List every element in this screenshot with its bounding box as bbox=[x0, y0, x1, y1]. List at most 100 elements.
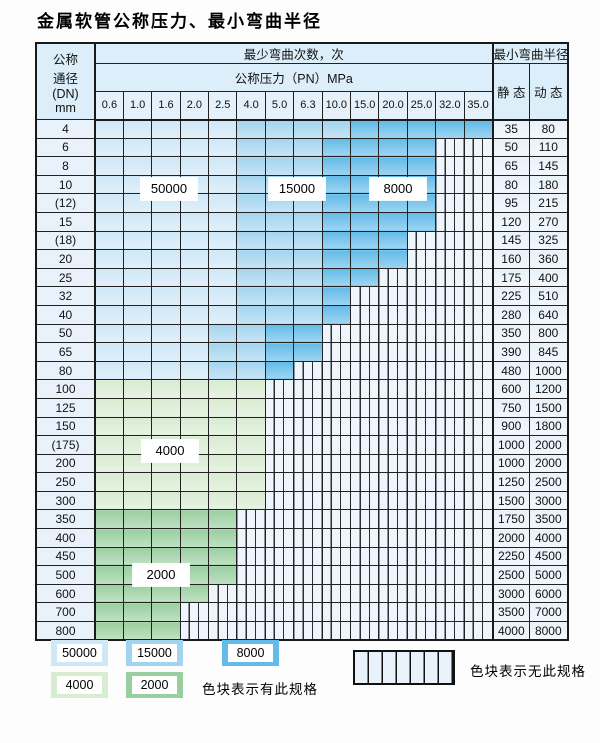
no-spec-cell bbox=[463, 360, 494, 381]
no-spec-cell bbox=[463, 453, 494, 474]
spec-cell-blue_mid bbox=[293, 156, 323, 176]
static-radius-value: 1500 bbox=[491, 490, 531, 511]
no-spec-cell bbox=[378, 621, 408, 641]
dynamic-radius-value: 4500 bbox=[529, 546, 569, 567]
pressure-header: 公称压力（PN）MPa bbox=[94, 63, 494, 92]
spec-cell-blue_mid bbox=[293, 137, 323, 158]
spec-cell-green_light bbox=[208, 397, 238, 418]
no-spec-cell bbox=[321, 435, 352, 455]
spec-cell-blue_dark bbox=[378, 249, 408, 269]
no-spec-cell bbox=[463, 416, 494, 437]
no-spec-cell bbox=[463, 193, 494, 213]
no-spec-cell bbox=[236, 509, 266, 530]
dynamic-radius-value: 3000 bbox=[529, 490, 569, 511]
dynamic-radius-value: 8000 bbox=[529, 621, 569, 641]
no-spec-cell bbox=[378, 472, 408, 492]
spec-cell-blue_mid bbox=[236, 304, 266, 325]
spec-cell-blue_mid bbox=[208, 360, 238, 381]
spec-cell-blue_light bbox=[122, 230, 153, 251]
no-spec-cell bbox=[293, 379, 323, 399]
spec-cell-blue_dark bbox=[350, 156, 380, 176]
spec-cell-blue_dark bbox=[350, 267, 380, 288]
spec-cell-green_mid bbox=[94, 546, 124, 567]
no-spec-cell bbox=[463, 379, 494, 399]
spec-cell-blue_mid bbox=[236, 323, 266, 344]
spec-cell-blue_light bbox=[208, 174, 238, 195]
no-spec-cell bbox=[350, 342, 380, 362]
dn-value: 6 bbox=[35, 137, 96, 158]
pressure-column-label: 25.0 bbox=[406, 91, 437, 121]
spec-cell-blue_light bbox=[208, 230, 238, 251]
spec-cell-green_mid bbox=[151, 583, 181, 604]
spec-cell-blue_mid bbox=[264, 156, 295, 176]
spec-cell-blue_light bbox=[94, 193, 124, 213]
dynamic-radius-value: 6000 bbox=[529, 583, 569, 604]
no-spec-cell bbox=[435, 621, 465, 641]
spec-cell-blue_dark bbox=[463, 119, 494, 139]
spec-cell-blue_light bbox=[208, 249, 238, 269]
no-spec-cell bbox=[293, 490, 323, 511]
spec-cell-green_mid bbox=[122, 602, 153, 623]
pressure-column-label: 4.0 bbox=[236, 91, 266, 121]
no-spec-cell bbox=[406, 528, 437, 548]
pressure-column-label: 2.0 bbox=[179, 91, 210, 121]
no-spec-cell bbox=[321, 360, 352, 381]
no-spec-cell bbox=[463, 137, 494, 158]
pressure-column-label: 15.0 bbox=[350, 91, 380, 121]
pressure-column-label: 6.3 bbox=[293, 91, 323, 121]
no-spec-cell bbox=[463, 267, 494, 288]
spec-cell-blue_light bbox=[151, 342, 181, 362]
spec-cell-blue_light bbox=[208, 137, 238, 158]
no-spec-cell bbox=[378, 583, 408, 604]
no-spec-cell bbox=[406, 249, 437, 269]
pressure-column-label: 1.6 bbox=[151, 91, 181, 121]
no-spec-cell bbox=[350, 528, 380, 548]
no-spec-cell bbox=[406, 379, 437, 399]
spec-cell-blue_light bbox=[151, 286, 181, 306]
spec-cell-blue_dark bbox=[321, 286, 352, 306]
no-spec-cell bbox=[378, 416, 408, 437]
spec-cell-blue_dark bbox=[321, 304, 352, 325]
no-spec-cell bbox=[321, 565, 352, 585]
spec-cell-blue_light bbox=[179, 286, 210, 306]
no-spec-cell bbox=[321, 528, 352, 548]
no-spec-cell bbox=[435, 546, 465, 567]
no-spec-cell bbox=[264, 528, 295, 548]
spec-cell-green_light bbox=[122, 397, 153, 418]
legend-chip-label: 8000 bbox=[228, 644, 273, 662]
spec-cell-green_light bbox=[122, 379, 153, 399]
spec-cell-blue_mid bbox=[236, 230, 266, 251]
no-spec-cell bbox=[406, 565, 437, 585]
spec-cell-green_light bbox=[236, 490, 266, 511]
no-spec-cell bbox=[321, 397, 352, 418]
spec-cell-blue_light bbox=[94, 304, 124, 325]
no-spec-cell bbox=[293, 509, 323, 530]
no-spec-cell bbox=[435, 137, 465, 158]
no-spec-cell bbox=[293, 528, 323, 548]
spec-cell-green_mid bbox=[151, 621, 181, 641]
spec-cell-green_mid bbox=[151, 602, 181, 623]
no-spec-cell bbox=[406, 416, 437, 437]
dn-value: 8 bbox=[35, 156, 96, 176]
spec-cell-blue_light bbox=[208, 211, 238, 232]
no-spec-cell bbox=[350, 621, 380, 641]
no-spec-cell bbox=[378, 360, 408, 381]
spec-cell-green_light bbox=[179, 379, 210, 399]
spec-cell-blue_light bbox=[179, 211, 210, 232]
spec-cell-green_mid bbox=[94, 565, 124, 585]
spec-cell-green_light bbox=[236, 416, 266, 437]
no-spec-cell bbox=[321, 546, 352, 567]
no-spec-cell bbox=[293, 453, 323, 474]
spec-cell-blue_mid bbox=[236, 342, 266, 362]
spec-cell-blue_light bbox=[122, 323, 153, 344]
spec-cell-blue_light bbox=[94, 360, 124, 381]
spec-cell-blue_dark bbox=[293, 323, 323, 344]
spec-cell-blue_mid bbox=[321, 119, 352, 139]
spec-cell-blue_light bbox=[94, 323, 124, 344]
dn-value: 65 bbox=[35, 342, 96, 362]
no-spec-cell bbox=[236, 565, 266, 585]
dynamic-radius-value: 2500 bbox=[529, 472, 569, 492]
spec-cell-blue_mid bbox=[236, 249, 266, 269]
static-radius-value: 750 bbox=[491, 397, 531, 418]
spec-cell-blue_light bbox=[179, 323, 210, 344]
